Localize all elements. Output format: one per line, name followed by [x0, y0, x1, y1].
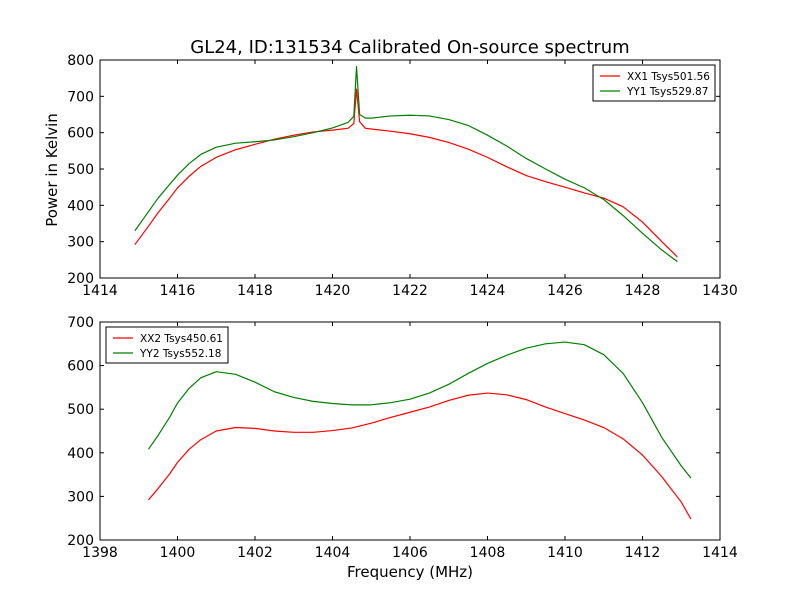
- x-tick-label: 1400: [160, 545, 196, 561]
- series-line-1: [134, 88, 678, 258]
- x-tick-label: 1412: [625, 545, 661, 561]
- figure-title: GL24, ID:131534 Calibrated On-source spe…: [190, 37, 629, 58]
- legend: XX1 Tsys501.56 YY1 Tsys529.87: [592, 64, 716, 102]
- series-line-2: [134, 65, 678, 263]
- axes-frame: [99, 321, 721, 541]
- x-tick-label: 1414: [82, 283, 118, 299]
- x-axis-label: Frequency (MHz): [347, 563, 473, 581]
- y-tick-label: 600: [67, 359, 94, 375]
- legend: XX2 Tsys450.61 YY2 Tsys552.18: [105, 326, 229, 364]
- top-spectrum-panel: 1414 1416 1418 1420 1422 1424 1426 1428 1430 200 3…: [67, 53, 738, 299]
- y-tick-label: 400: [67, 198, 94, 214]
- y-tick-label: 300: [67, 235, 94, 251]
- y-tick-label: 200: [67, 533, 94, 549]
- y-tick-label: 500: [67, 402, 94, 418]
- x-tick-label: 1404: [315, 545, 351, 561]
- x-tick-label: 1422: [392, 283, 428, 299]
- y-tick-label: 800: [67, 53, 94, 69]
- y-tick-label: 700: [67, 315, 94, 331]
- legend-label: YY2 Tsys552.18: [139, 348, 221, 360]
- x-tick-label: 1408: [470, 545, 506, 561]
- x-tick-label: 1418: [237, 283, 273, 299]
- x-tick-label: 1426: [547, 283, 583, 299]
- legend-box: [105, 326, 229, 364]
- legend-label: XX2 Tsys450.61: [140, 333, 223, 345]
- legend-box: [592, 64, 716, 102]
- y-tick-label: 200: [67, 271, 94, 287]
- y-tick-label: 300: [67, 489, 94, 505]
- x-tick-label: 1424: [470, 283, 506, 299]
- x-tick-label: 1414: [702, 545, 738, 561]
- x-tick-label: 1430: [702, 283, 738, 299]
- legend-label: YY1 Tsys529.87: [626, 86, 708, 98]
- bottom-spectrum-panel: 1398 1400 1402 1404 1406 1408 1410 1412 1414 200 3…: [67, 315, 738, 561]
- y-tick-label: 700: [67, 89, 94, 105]
- y-axis-label: Power in Kelvin: [43, 113, 61, 227]
- x-tick-label: 1428: [625, 283, 661, 299]
- series-line-2: [147, 341, 692, 479]
- y-tick-label: 600: [67, 126, 94, 142]
- x-tick-label: 1398: [82, 545, 118, 561]
- x-tick-label: 1406: [392, 545, 428, 561]
- axes-frame: [99, 59, 721, 279]
- legend-label: XX1 Tsys501.56: [627, 71, 710, 83]
- x-tick-label: 1402: [237, 545, 273, 561]
- x-tick-label: 1420: [315, 283, 351, 299]
- y-tick-label: 500: [67, 162, 94, 178]
- x-tick-label: 1416: [160, 283, 196, 299]
- x-tick-label: 1410: [547, 545, 583, 561]
- y-tick-label: 400: [67, 446, 94, 462]
- series-line-1: [147, 392, 692, 520]
